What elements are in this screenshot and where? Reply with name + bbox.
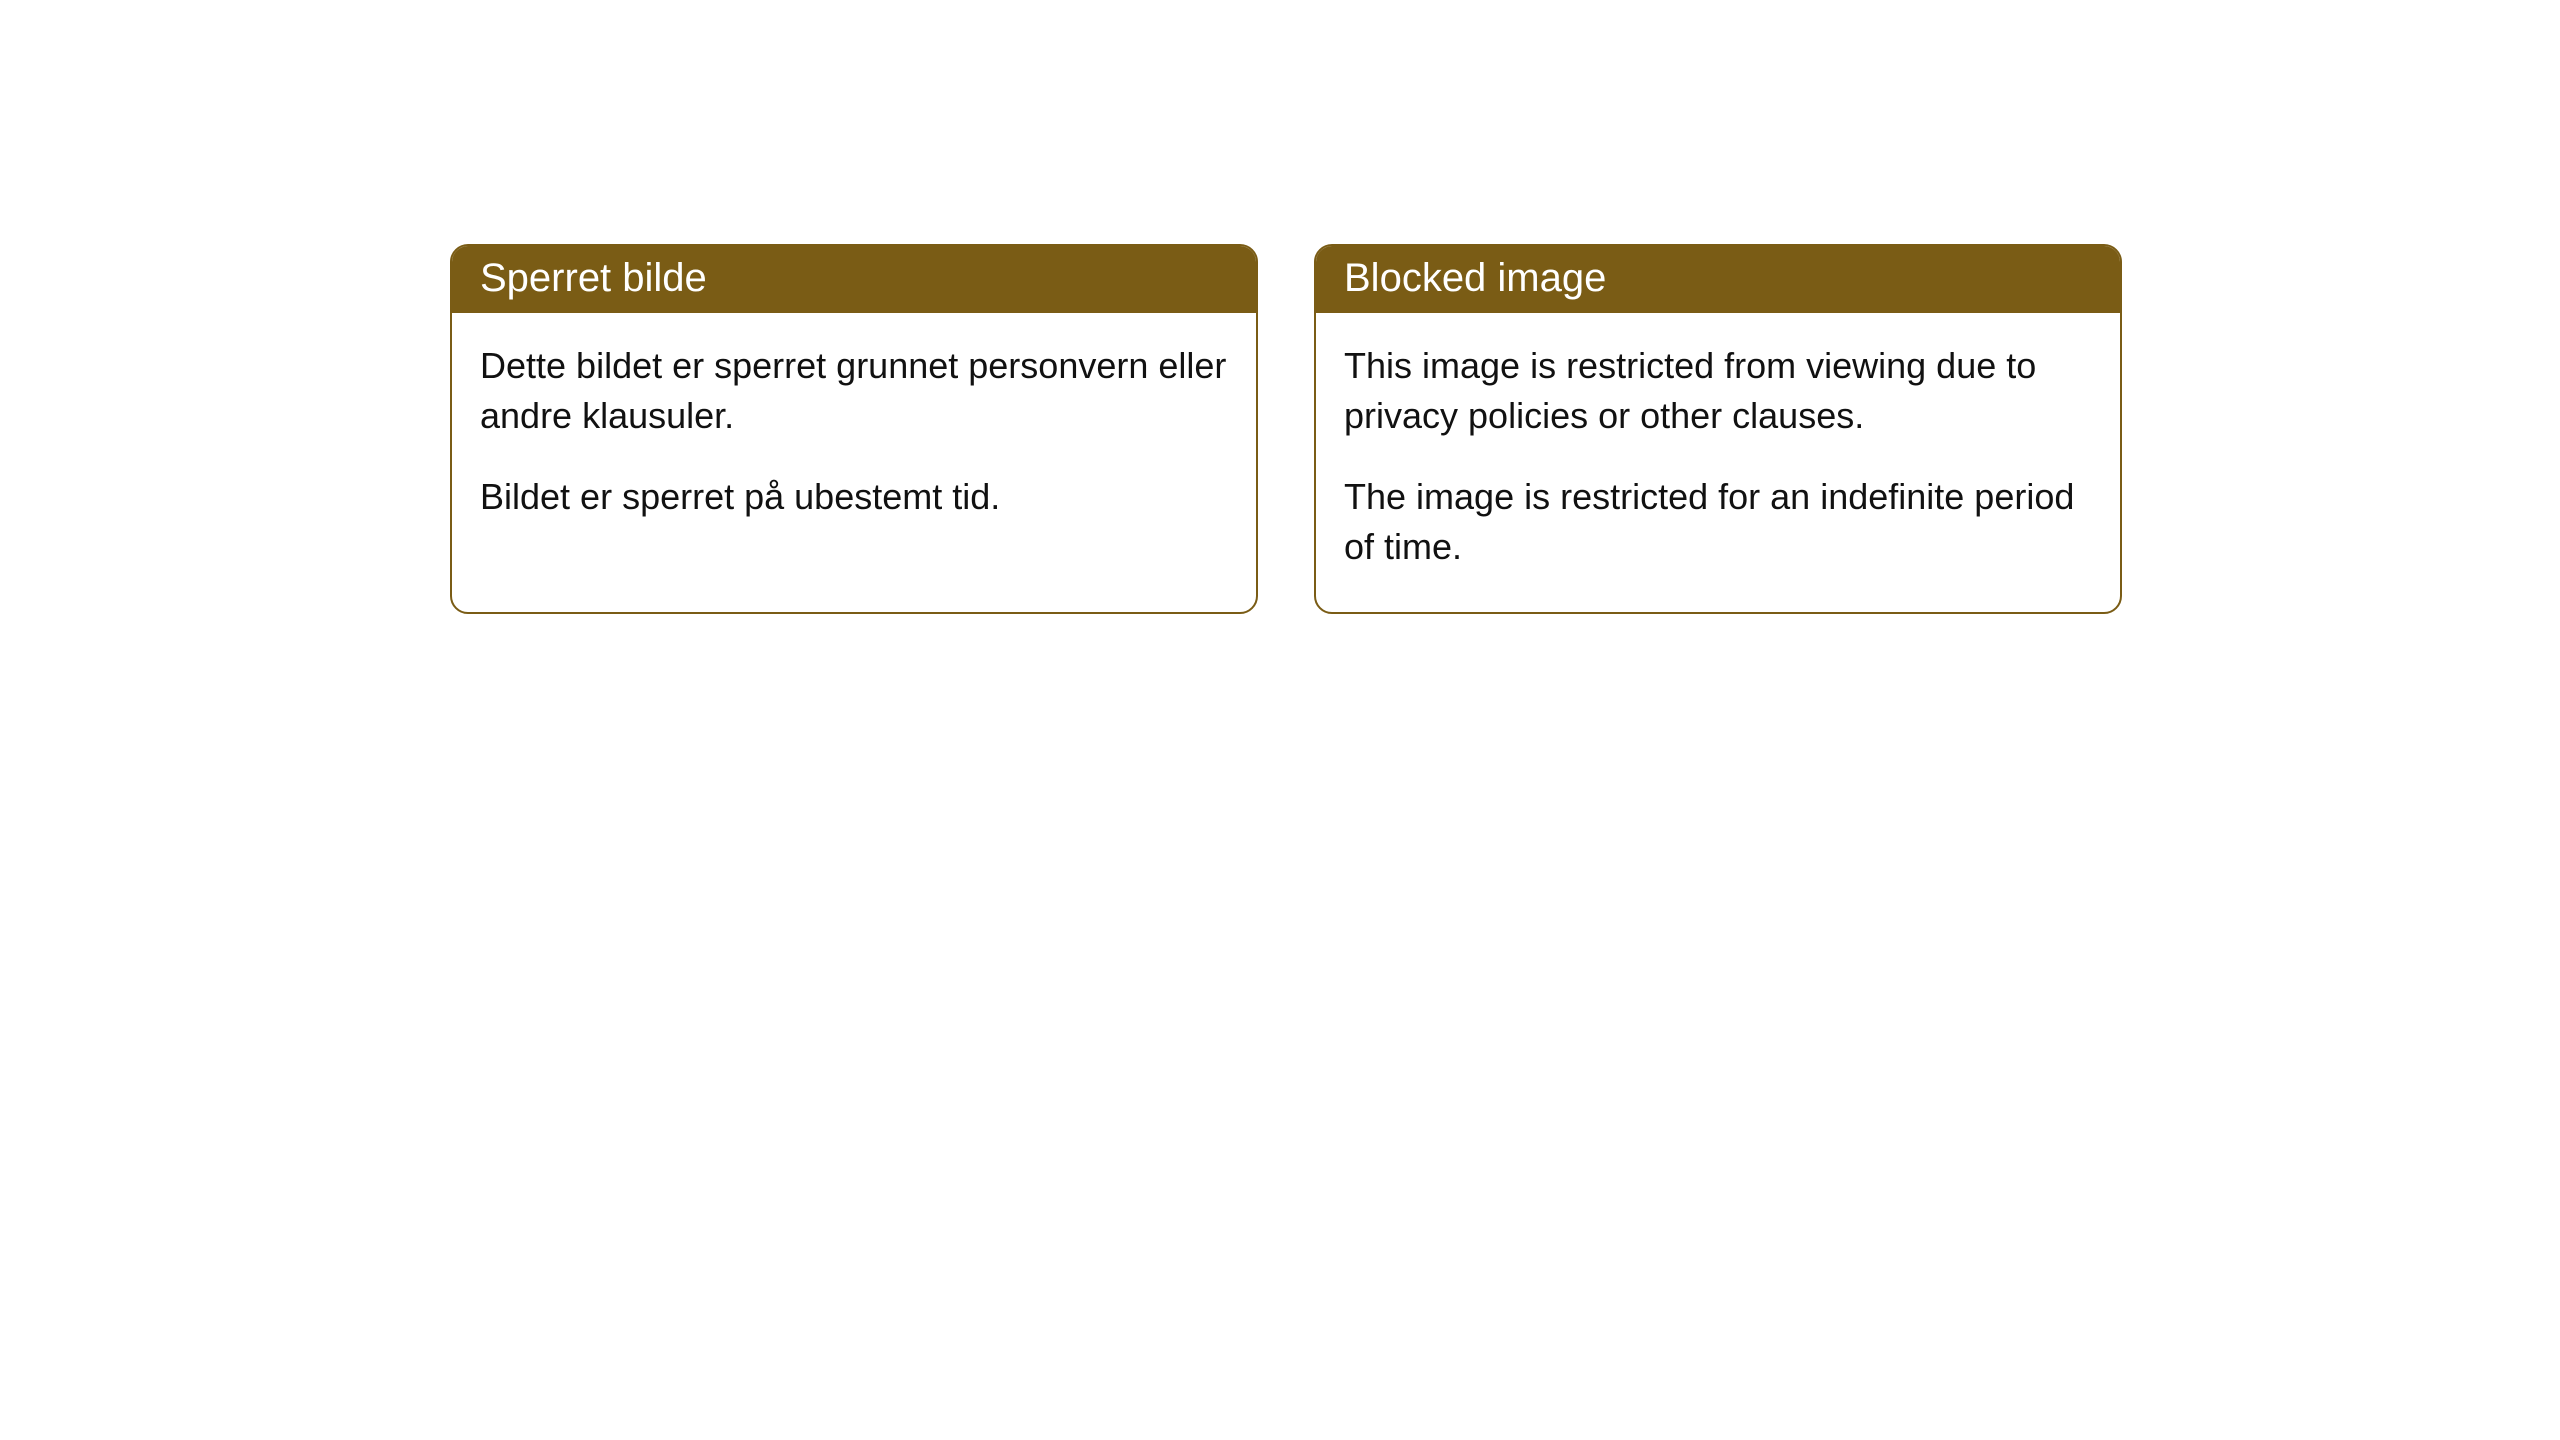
card-paragraph: Bildet er sperret på ubestemt tid. (480, 472, 1228, 522)
card-header-norwegian: Sperret bilde (452, 246, 1256, 313)
card-paragraph: Dette bildet er sperret grunnet personve… (480, 341, 1228, 440)
card-body-norwegian: Dette bildet er sperret grunnet personve… (452, 313, 1256, 562)
card-english: Blocked image This image is restricted f… (1314, 244, 2122, 614)
card-title: Sperret bilde (480, 256, 707, 300)
card-paragraph: This image is restricted from viewing du… (1344, 341, 2092, 440)
cards-container: Sperret bilde Dette bildet er sperret gr… (0, 0, 2560, 614)
card-paragraph: The image is restricted for an indefinit… (1344, 472, 2092, 571)
card-header-english: Blocked image (1316, 246, 2120, 313)
card-body-english: This image is restricted from viewing du… (1316, 313, 2120, 612)
card-title: Blocked image (1344, 256, 1606, 300)
card-norwegian: Sperret bilde Dette bildet er sperret gr… (450, 244, 1258, 614)
